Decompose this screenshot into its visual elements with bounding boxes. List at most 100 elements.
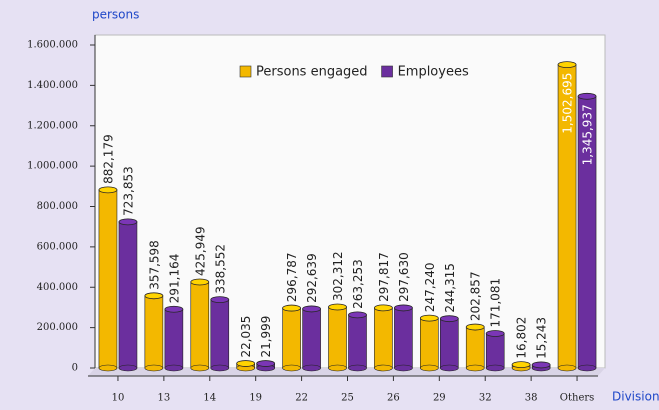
value-label: 15,243 <box>535 317 549 359</box>
bar <box>348 314 367 369</box>
bar-top <box>302 305 321 313</box>
bar-base <box>282 364 301 372</box>
y-tick-label: 400.000 <box>37 282 78 293</box>
value-label: 16,802 <box>515 317 529 359</box>
cylinder <box>144 292 164 372</box>
value-label: 22,035 <box>239 316 253 358</box>
bar-base <box>190 364 210 372</box>
bar-base <box>485 364 505 372</box>
bar-base <box>118 364 138 372</box>
value-label: 1,502,695 <box>561 73 575 134</box>
bar-top <box>419 314 439 322</box>
x-tick-label: 25 <box>341 393 354 404</box>
cylinder <box>439 315 459 372</box>
cylinder <box>210 296 230 372</box>
cylinder <box>302 305 321 372</box>
bar <box>440 318 459 369</box>
cylinder <box>328 303 347 372</box>
bar <box>328 306 347 369</box>
bar-top <box>439 315 459 323</box>
bar-top <box>164 305 184 313</box>
bar <box>282 307 301 369</box>
x-tick-label: 38 <box>525 393 538 404</box>
bar-base <box>440 364 459 372</box>
bar <box>210 299 230 369</box>
value-label: 297,630 <box>397 252 411 302</box>
bar-top <box>98 186 118 194</box>
cylinder <box>511 361 531 372</box>
bar-top <box>374 304 393 312</box>
value-label: 357,598 <box>147 240 161 290</box>
y-tick-label: 600.000 <box>37 241 78 252</box>
cylinder <box>190 278 210 372</box>
cylinder <box>394 304 413 372</box>
x-tick-label: 26 <box>387 393 400 404</box>
legend-label: Employees <box>398 65 469 80</box>
x-tick-label: 10 <box>112 393 125 404</box>
bar-base <box>557 364 577 372</box>
bar-top <box>531 361 551 369</box>
value-label: 202,857 <box>469 271 483 321</box>
bar-top <box>144 292 164 300</box>
bar-top <box>256 360 276 367</box>
bar-top <box>118 218 138 226</box>
value-label: 171,081 <box>489 278 503 328</box>
cylinder <box>282 304 301 372</box>
cylinder <box>557 61 577 372</box>
legend-label: Persons engaged <box>256 65 368 80</box>
y-tick-label: 1.200.000 <box>27 120 78 131</box>
bar <box>98 189 118 369</box>
bar <box>420 317 439 369</box>
bar-base <box>144 364 164 372</box>
x-tick-label: Others <box>560 393 595 404</box>
x-tick-label: 32 <box>479 393 492 404</box>
bar-base <box>348 364 367 372</box>
bar-top <box>282 304 301 312</box>
bar-top <box>577 92 597 100</box>
bar <box>374 307 393 369</box>
y-tick-label: 1.600.000 <box>27 40 78 51</box>
x-axis-label: Division <box>612 390 659 404</box>
value-label: 882,179 <box>101 134 115 184</box>
bar-top <box>465 323 485 331</box>
x-tick-label: 22 <box>295 393 308 404</box>
bar <box>144 295 164 369</box>
bar-top <box>190 278 210 286</box>
cylinder <box>98 186 118 372</box>
value-label: 1,345,937 <box>581 104 595 165</box>
bar-base <box>328 364 347 372</box>
bar-base <box>374 364 393 372</box>
bar <box>164 308 184 369</box>
bar-base <box>210 364 230 372</box>
bar-top <box>236 360 256 367</box>
y-tick-label: 800.000 <box>37 201 78 212</box>
cylinder <box>236 360 256 372</box>
x-tick-label: 14 <box>203 393 216 404</box>
y-tick-label: 1.400.000 <box>27 80 78 91</box>
bar <box>394 307 413 369</box>
value-label: 302,312 <box>331 251 345 301</box>
value-label: 292,639 <box>305 253 319 303</box>
value-label: 338,552 <box>213 244 227 294</box>
cylinder <box>348 311 367 372</box>
bar <box>302 308 321 369</box>
y-tick-label: 0 <box>72 363 78 374</box>
value-label: 425,949 <box>193 226 207 276</box>
bar-base <box>302 364 321 372</box>
cylinder <box>164 305 184 372</box>
y-tick-label: 200.000 <box>37 322 78 333</box>
value-label: 291,164 <box>167 254 181 304</box>
value-label: 21,999 <box>259 316 273 358</box>
bar-top <box>210 296 230 304</box>
bar-top <box>557 61 577 69</box>
x-tick-label: 13 <box>157 393 170 404</box>
cylinder <box>419 314 439 372</box>
bar <box>485 333 505 369</box>
bar-top <box>328 303 347 311</box>
cylinder <box>118 218 138 372</box>
bar <box>118 221 138 369</box>
y-axis-label: persons <box>92 8 139 22</box>
value-label: 723,853 <box>121 166 135 216</box>
cylinder <box>577 92 597 372</box>
